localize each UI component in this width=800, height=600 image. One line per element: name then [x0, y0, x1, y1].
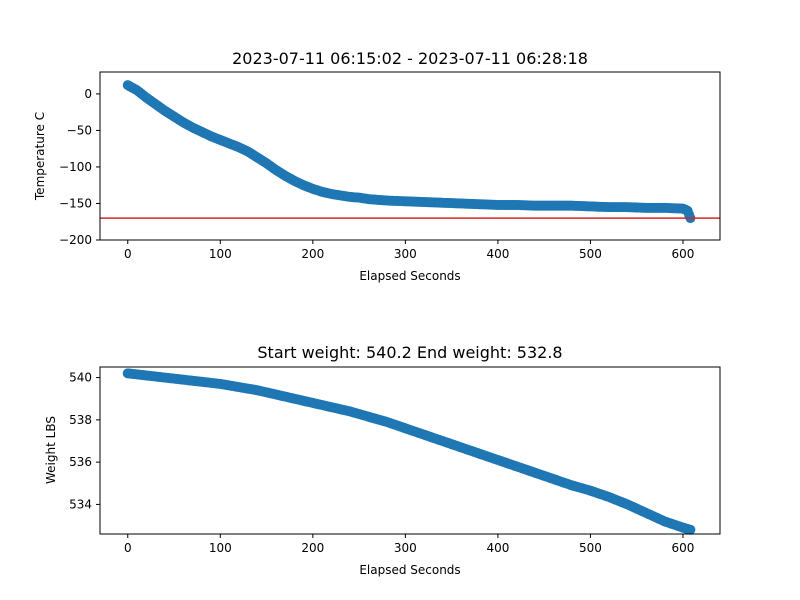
temperature-x-axis-label: Elapsed Seconds: [359, 269, 460, 283]
weight-x-axis-label: Elapsed Seconds: [359, 563, 460, 577]
weight-y-tick-label: 538: [69, 413, 92, 427]
temperature-x-tick-label: 500: [579, 247, 602, 261]
weight-y-tick-label: 540: [69, 371, 92, 385]
weight-data-point: [685, 524, 696, 535]
temperature-y-tick-label: −50: [67, 123, 92, 137]
weight-chart: Start weight: 540.2 End weight: 532.8 0 1…: [44, 343, 721, 577]
temperature-x-tick-label: 100: [209, 247, 232, 261]
temperature-x-tick-label: 200: [301, 247, 324, 261]
weight-chart-title: Start weight: 540.2 End weight: 532.8: [257, 343, 562, 362]
temperature-x-tick-label: 300: [394, 247, 417, 261]
weight-y-tick-label: 534: [69, 497, 92, 511]
weight-plot-frame: [99, 366, 721, 535]
weight-x-tick-label: 400: [486, 541, 509, 555]
temperature-series: [100, 80, 720, 224]
temperature-x-tick-label: 400: [486, 247, 509, 261]
temperature-y-tick-label: −200: [59, 233, 92, 247]
weight-x-tick-label: 200: [301, 541, 324, 555]
weight-x-ticks: 0 100 200 300 400 500 600: [124, 534, 694, 555]
weight-y-tick-label: 536: [69, 455, 92, 469]
weight-y-axis-label: Weight LBS: [44, 416, 58, 484]
temperature-y-tick-label: −100: [59, 160, 92, 174]
weight-y-ticks: 534 536 538 540: [69, 371, 100, 511]
weight-x-tick-label: 100: [209, 541, 232, 555]
weight-x-tick-label: 600: [672, 541, 695, 555]
weight-x-tick-label: 500: [579, 541, 602, 555]
weight-series: [122, 368, 696, 535]
temperature-y-tick-label: 0: [84, 87, 92, 101]
temperature-y-axis-label: Temperature C: [33, 112, 47, 201]
temperature-x-tick-label: 600: [672, 247, 695, 261]
temperature-chart: 2023-07-11 06:15:02 - 2023-07-11 06:28:1…: [33, 49, 721, 283]
weight-x-tick-label: 300: [394, 541, 417, 555]
temperature-x-tick-label: 0: [124, 247, 132, 261]
temperature-x-ticks: 0 100 200 300 400 500 600: [124, 240, 694, 261]
temperature-y-ticks: −200 −150 −100 −50 0: [59, 87, 100, 247]
temperature-y-tick-label: −150: [59, 196, 92, 210]
temperature-plot-frame: [99, 71, 721, 241]
weight-x-tick-label: 0: [124, 541, 132, 555]
temperature-chart-title: 2023-07-11 06:15:02 - 2023-07-11 06:28:1…: [232, 49, 588, 68]
